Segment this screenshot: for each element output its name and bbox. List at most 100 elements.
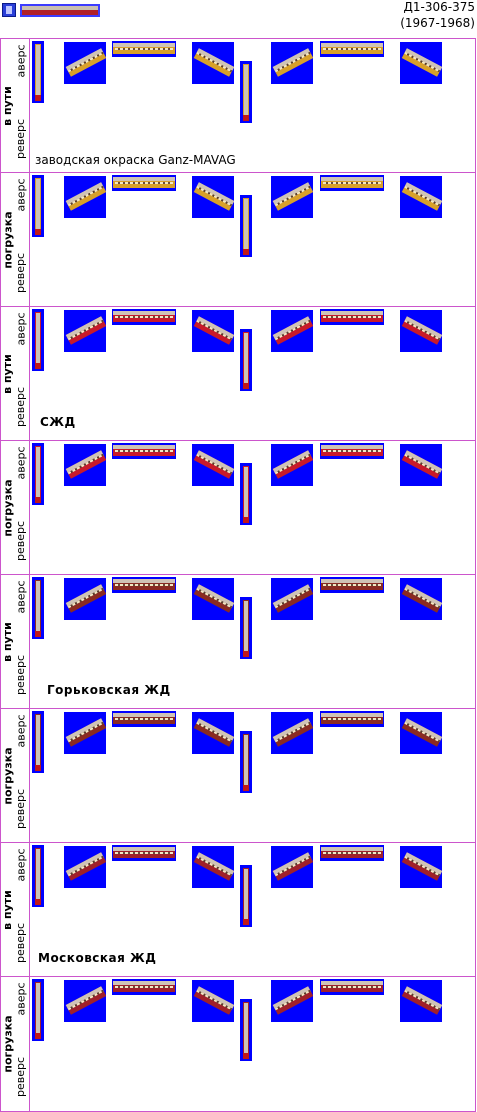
sprite-diagonal (64, 42, 106, 84)
grid-divider (475, 977, 476, 1111)
sprite-row: аверс реверс в пути Московская ЖД (0, 842, 476, 977)
sprite-row: аверс реверс погрузка (0, 172, 476, 307)
state-label: в пути (0, 890, 14, 930)
obverse-label: аверс (14, 446, 28, 480)
sprite-horizontal (112, 41, 176, 57)
grid-divider (475, 843, 476, 977)
sprite-horizontal (112, 711, 176, 727)
sprite-diagonal (271, 310, 313, 352)
sprite-horizontal (112, 845, 176, 861)
grid-divider (0, 843, 1, 977)
sprite-horizontal (112, 175, 176, 191)
sprite-diagonal (400, 980, 442, 1022)
sprite-row: аверс реверс в пути заводская окраска Ganz-… (0, 38, 476, 173)
sprite-diagonal (192, 846, 234, 888)
sprite-row: аверс реверс в пути СЖД (0, 306, 476, 441)
sprite-vertical (240, 865, 252, 927)
sprite-vertical (240, 597, 252, 659)
sprite-diagonal (192, 310, 234, 352)
sprite-vertical (32, 41, 44, 103)
grid-divider (29, 977, 30, 1111)
reverse-label: реверс (14, 386, 28, 428)
sprite-horizontal (320, 979, 384, 995)
sprite-horizontal (320, 577, 384, 593)
sprite-horizontal (320, 845, 384, 861)
sprite-diagonal (64, 176, 106, 218)
sprite-diagonal (400, 578, 442, 620)
state-label: в пути (0, 622, 14, 662)
reverse-label: реверс (14, 1056, 28, 1098)
grid-divider (0, 977, 1, 1111)
sprite-diagonal (192, 980, 234, 1022)
section-note: СЖД (40, 415, 76, 429)
sprite-diagonal (271, 712, 313, 754)
sprite-diagonal (64, 712, 106, 754)
sprite-diagonal (271, 578, 313, 620)
sprite-grid: аверс реверс в пути заводская окраска Ganz-… (0, 38, 477, 1112)
sprite-horizontal (320, 309, 384, 325)
sprite-vertical (32, 443, 44, 505)
sprite-diagonal (64, 578, 106, 620)
header-train-strip (20, 4, 100, 17)
sprite-row: аверс реверс погрузка (0, 440, 476, 575)
grid-divider (0, 441, 1, 575)
state-label: погрузка (1, 747, 15, 805)
grid-divider (0, 39, 1, 173)
obverse-label: аверс (14, 848, 28, 882)
section-note: Московская ЖД (38, 951, 157, 965)
sprite-vertical (32, 711, 44, 773)
obverse-label: аверс (14, 178, 28, 212)
sprite-diagonal (192, 712, 234, 754)
sprite-diagonal (64, 846, 106, 888)
sprite-diagonal (64, 980, 106, 1022)
obverse-label: аверс (14, 580, 28, 614)
reverse-label: реверс (14, 252, 28, 294)
sprite-diagonal (271, 42, 313, 84)
sprite-horizontal (112, 443, 176, 459)
state-label: в пути (0, 86, 14, 126)
sprite-vertical (240, 195, 252, 257)
sprite-row: аверс реверс в пути Горьковская ЖД (0, 574, 476, 709)
sprite-diagonal (192, 176, 234, 218)
sprite-diagonal (271, 444, 313, 486)
title-line-1: Д1-306-375 (403, 0, 475, 14)
sprite-vertical (240, 731, 252, 793)
page-title: Д1-306-375 (1967-1968) (400, 0, 475, 31)
grid-divider (475, 441, 476, 575)
sprite-vertical (32, 979, 44, 1041)
sprite-horizontal (320, 41, 384, 57)
sprite-diagonal (400, 444, 442, 486)
grid-divider (475, 39, 476, 173)
sprite-diagonal (64, 310, 106, 352)
grid-divider (29, 843, 30, 977)
sprite-diagonal (400, 310, 442, 352)
sprite-diagonal (400, 176, 442, 218)
grid-divider (29, 575, 30, 709)
sprite-vertical (240, 61, 252, 123)
sprite-vertical (32, 577, 44, 639)
sprite-horizontal (320, 711, 384, 727)
state-label: погрузка (1, 479, 15, 537)
sprite-diagonal (271, 176, 313, 218)
grid-divider (0, 173, 1, 307)
grid-divider (29, 307, 30, 441)
grid-divider (475, 575, 476, 709)
obverse-label: аверс (14, 714, 28, 748)
sprite-vertical (240, 329, 252, 391)
sprite-diagonal (400, 846, 442, 888)
sprite-vertical (240, 999, 252, 1061)
sprite-diagonal (271, 846, 313, 888)
reverse-label: реверс (14, 520, 28, 562)
title-line-2: (1967-1968) (400, 16, 475, 30)
reverse-label: реверс (14, 118, 28, 160)
reverse-label: реверс (14, 788, 28, 830)
sprite-horizontal (112, 979, 176, 995)
sprite-row: аверс реверс погрузка (0, 976, 476, 1112)
grid-divider (29, 441, 30, 575)
sprite-horizontal (112, 577, 176, 593)
sprite-diagonal (271, 980, 313, 1022)
sprite-vertical (32, 845, 44, 907)
state-label: погрузка (1, 211, 15, 269)
reverse-label: реверс (14, 654, 28, 696)
sprite-vertical (32, 309, 44, 371)
